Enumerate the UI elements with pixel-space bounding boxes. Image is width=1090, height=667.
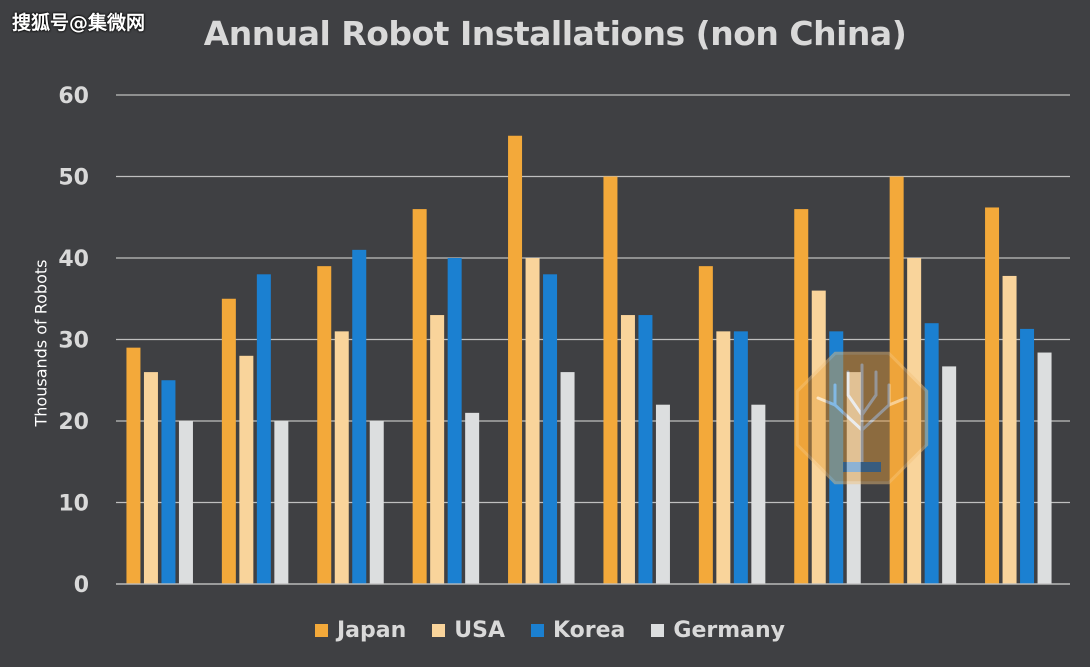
y-tick-label: 30 xyxy=(58,329,89,354)
bar-japan xyxy=(603,176,618,584)
bar-germany xyxy=(560,372,575,584)
bar-korea xyxy=(829,331,844,584)
chart-title: Annual Robot Installations (non China) xyxy=(203,14,907,53)
legend-label: USA xyxy=(454,618,506,643)
y-tick-label: 20 xyxy=(58,410,89,435)
bar-germany xyxy=(942,366,957,584)
legend-label: Korea xyxy=(553,618,626,643)
bar-germany xyxy=(846,372,861,584)
legend-item-japan: Japan xyxy=(314,618,407,643)
bar-usa xyxy=(620,315,635,584)
watermark-text: 搜狐号@集微网 xyxy=(12,12,146,34)
y-tick-label: 60 xyxy=(58,84,89,109)
logo-base xyxy=(843,462,881,472)
bar-korea xyxy=(638,315,653,584)
legend-label: Germany xyxy=(673,618,786,643)
bar-korea xyxy=(447,258,462,584)
y-tick-label: 0 xyxy=(74,573,89,598)
bar-usa xyxy=(716,331,731,584)
legend-swatch xyxy=(314,624,328,637)
bar-korea xyxy=(1020,328,1035,584)
chart-legend: Japan USA Korea Germany xyxy=(0,618,1090,643)
bar-usa xyxy=(143,372,158,584)
bar-germany xyxy=(465,412,480,584)
legend-swatch xyxy=(432,624,446,637)
y-axis-label: Thousands of Robots xyxy=(31,259,51,427)
bar-usa xyxy=(239,355,254,584)
logo-tree-branch xyxy=(816,396,837,407)
bar-germany xyxy=(655,404,670,584)
bar-korea xyxy=(733,331,748,584)
bar-germany xyxy=(751,404,766,584)
y-tick-label: 40 xyxy=(58,247,89,272)
bar-korea xyxy=(924,323,939,584)
logo-tree-branch xyxy=(860,383,891,432)
bar-korea xyxy=(256,274,271,584)
bar-germany xyxy=(369,421,384,584)
logo-tree-branch xyxy=(860,370,878,417)
logo-octagon xyxy=(795,351,929,485)
bar-japan xyxy=(889,176,904,584)
bar-japan xyxy=(412,209,427,584)
bar-japan xyxy=(508,135,523,584)
bar-germany xyxy=(178,421,193,584)
bar-korea xyxy=(543,274,558,584)
legend-swatch xyxy=(651,624,665,637)
bar-usa xyxy=(430,315,445,584)
bar-japan xyxy=(985,207,1000,584)
bar-korea xyxy=(161,380,176,584)
legend-item-usa: USA xyxy=(432,618,505,643)
y-tick-label: 50 xyxy=(58,166,89,191)
tree-octagon-logo-icon xyxy=(795,351,929,485)
bar-japan xyxy=(126,347,141,584)
bar-korea xyxy=(352,249,367,584)
bar-usa xyxy=(811,290,826,584)
bar-japan xyxy=(794,209,809,584)
legend-swatch xyxy=(531,624,545,637)
bar-usa xyxy=(334,331,349,584)
bar-germany xyxy=(1037,352,1052,584)
y-tick-label: 10 xyxy=(58,492,89,517)
bar-usa xyxy=(525,258,540,584)
bar-usa xyxy=(907,258,922,584)
legend-item-germany: Germany xyxy=(651,618,785,643)
bar-germany xyxy=(274,421,289,584)
bar-usa xyxy=(1002,275,1017,584)
legend-label: Japan xyxy=(336,618,407,643)
bar-japan xyxy=(698,266,713,584)
logo-tree-branch xyxy=(846,370,864,417)
logo-tree-branch xyxy=(833,383,864,432)
bar-japan xyxy=(221,298,236,584)
logo-tree-branch xyxy=(887,396,908,407)
bar-japan xyxy=(317,266,332,584)
legend-item-korea: Korea xyxy=(531,618,625,643)
